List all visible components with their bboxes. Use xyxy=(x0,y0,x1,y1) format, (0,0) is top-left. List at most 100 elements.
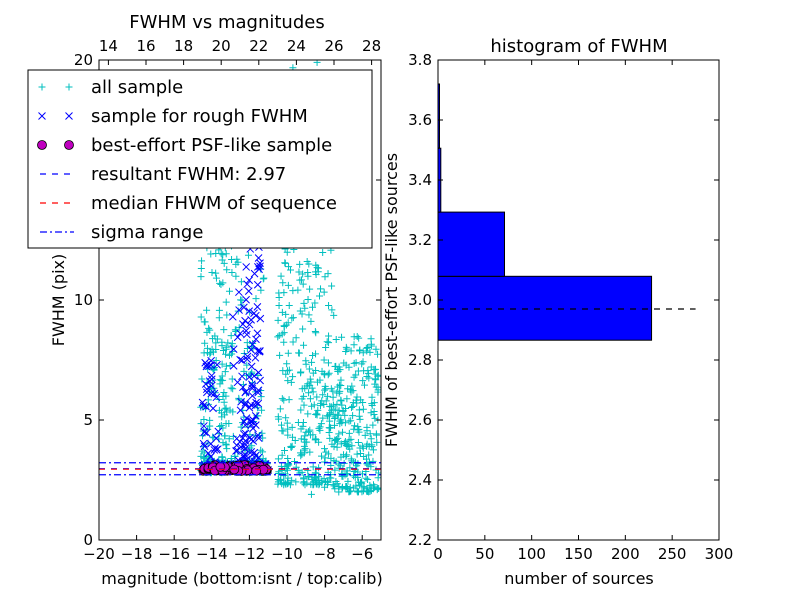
rough-fwhm-point xyxy=(247,345,255,354)
rough-fwhm-point xyxy=(202,402,210,411)
all-sample-point xyxy=(226,361,234,369)
all-sample-point xyxy=(221,368,229,376)
all-sample-point xyxy=(300,299,308,307)
rough-fwhm-point xyxy=(200,428,209,436)
all-sample-point xyxy=(353,393,361,401)
all-sample-point xyxy=(306,382,314,390)
all-sample-point xyxy=(305,311,313,319)
all-sample-point xyxy=(315,292,323,300)
all-sample-point xyxy=(220,398,228,406)
all-sample-point xyxy=(197,403,205,411)
legend-label: resultant FWHM: 2.97 xyxy=(91,164,286,185)
all-sample-point xyxy=(299,325,307,333)
all-sample-point xyxy=(216,376,224,384)
all-sample-point xyxy=(212,269,220,277)
all-sample-point xyxy=(208,269,216,277)
all-sample-point xyxy=(297,435,305,443)
all-sample-point xyxy=(279,279,287,287)
y-tick-label: 2.2 xyxy=(408,531,432,549)
rough-fwhm-point xyxy=(245,373,254,381)
all-sample-point xyxy=(296,260,304,268)
rough-fwhm-point xyxy=(247,315,255,324)
all-sample-point xyxy=(317,399,325,407)
all-sample-point xyxy=(320,370,328,378)
all-sample-point xyxy=(297,425,305,433)
all-sample-point xyxy=(334,367,342,375)
all-sample-point xyxy=(327,474,335,482)
rough-fwhm-point xyxy=(244,287,253,295)
all-sample-point xyxy=(277,475,285,483)
all-sample-point xyxy=(278,308,286,316)
all-sample-point xyxy=(215,306,223,314)
all-sample-point xyxy=(217,281,225,289)
all-sample-point xyxy=(222,392,230,400)
all-sample-point xyxy=(257,446,265,454)
all-sample-point xyxy=(288,476,296,484)
all-sample-point xyxy=(291,457,299,465)
all-sample-point xyxy=(347,388,355,396)
all-sample-point xyxy=(348,404,356,412)
all-sample-point xyxy=(298,310,306,318)
legend-entry: median FHWM of sequence xyxy=(40,193,337,214)
all-sample-point xyxy=(225,435,233,443)
all-sample-point xyxy=(259,448,267,456)
all-sample-point xyxy=(197,313,205,321)
y-tick-label: 3.0 xyxy=(408,291,432,309)
all-sample-point xyxy=(216,279,224,287)
all-sample-point xyxy=(305,389,313,397)
rough-fwhm-point xyxy=(214,427,223,436)
all-sample-point xyxy=(345,488,353,496)
all-sample-point xyxy=(279,367,287,375)
all-sample-point xyxy=(353,333,361,341)
all-sample-point xyxy=(314,406,322,414)
all-sample-point xyxy=(223,266,231,274)
rough-fwhm-point xyxy=(251,353,260,362)
all-sample-point xyxy=(372,430,380,438)
legend-entry: sigma range xyxy=(40,222,203,243)
all-sample-point xyxy=(368,393,376,401)
all-sample-point xyxy=(313,478,321,486)
all-sample-point xyxy=(343,395,351,403)
all-sample-point xyxy=(275,415,283,423)
all-sample-point xyxy=(284,377,292,385)
legend-entry: resultant FWHM: 2.97 xyxy=(40,164,286,185)
legend-marker xyxy=(65,83,73,91)
all-sample-point xyxy=(280,323,288,331)
all-sample-point xyxy=(213,335,221,343)
histogram-title: histogram of FWHM xyxy=(490,36,667,57)
scatter-x-axis: −20 −18 −16 −14 −12 −10 −8 −6 xyxy=(83,535,373,563)
all-sample-point xyxy=(373,438,381,446)
rough-fwhm-point xyxy=(241,399,250,407)
all-sample-point xyxy=(322,397,330,405)
all-sample-point xyxy=(354,439,362,447)
all-sample-point xyxy=(310,474,318,482)
all-sample-point xyxy=(331,485,339,493)
rough-fwhm-point xyxy=(253,280,262,289)
all-sample-point xyxy=(350,373,358,381)
y-tick-label: 2.4 xyxy=(408,471,432,489)
rough-fwhm-point xyxy=(245,307,254,316)
all-sample-point xyxy=(219,347,227,355)
all-sample-point xyxy=(275,468,283,476)
all-sample-point xyxy=(350,425,358,433)
all-sample-point xyxy=(240,367,248,375)
all-sample-point xyxy=(200,449,208,457)
all-sample-point xyxy=(347,435,355,443)
all-sample-point xyxy=(320,401,328,409)
all-sample-point xyxy=(284,425,292,433)
all-sample-point xyxy=(274,333,282,341)
all-sample-point xyxy=(297,406,305,414)
rough-fwhm-point xyxy=(256,314,265,323)
all-sample-point xyxy=(308,402,316,410)
y-tick-label: 5 xyxy=(83,411,93,429)
y-tick-label: 2.8 xyxy=(408,351,432,369)
rough-fwhm-point xyxy=(247,435,255,444)
all-sample-point xyxy=(319,391,327,399)
rough-fwhm-point xyxy=(249,416,258,425)
all-sample-point xyxy=(309,303,317,311)
top-tick-label: 20 xyxy=(212,37,231,55)
all-sample-point xyxy=(243,339,251,347)
all-sample-point xyxy=(232,272,240,280)
all-sample-point xyxy=(339,428,347,436)
all-sample-point xyxy=(308,358,316,366)
